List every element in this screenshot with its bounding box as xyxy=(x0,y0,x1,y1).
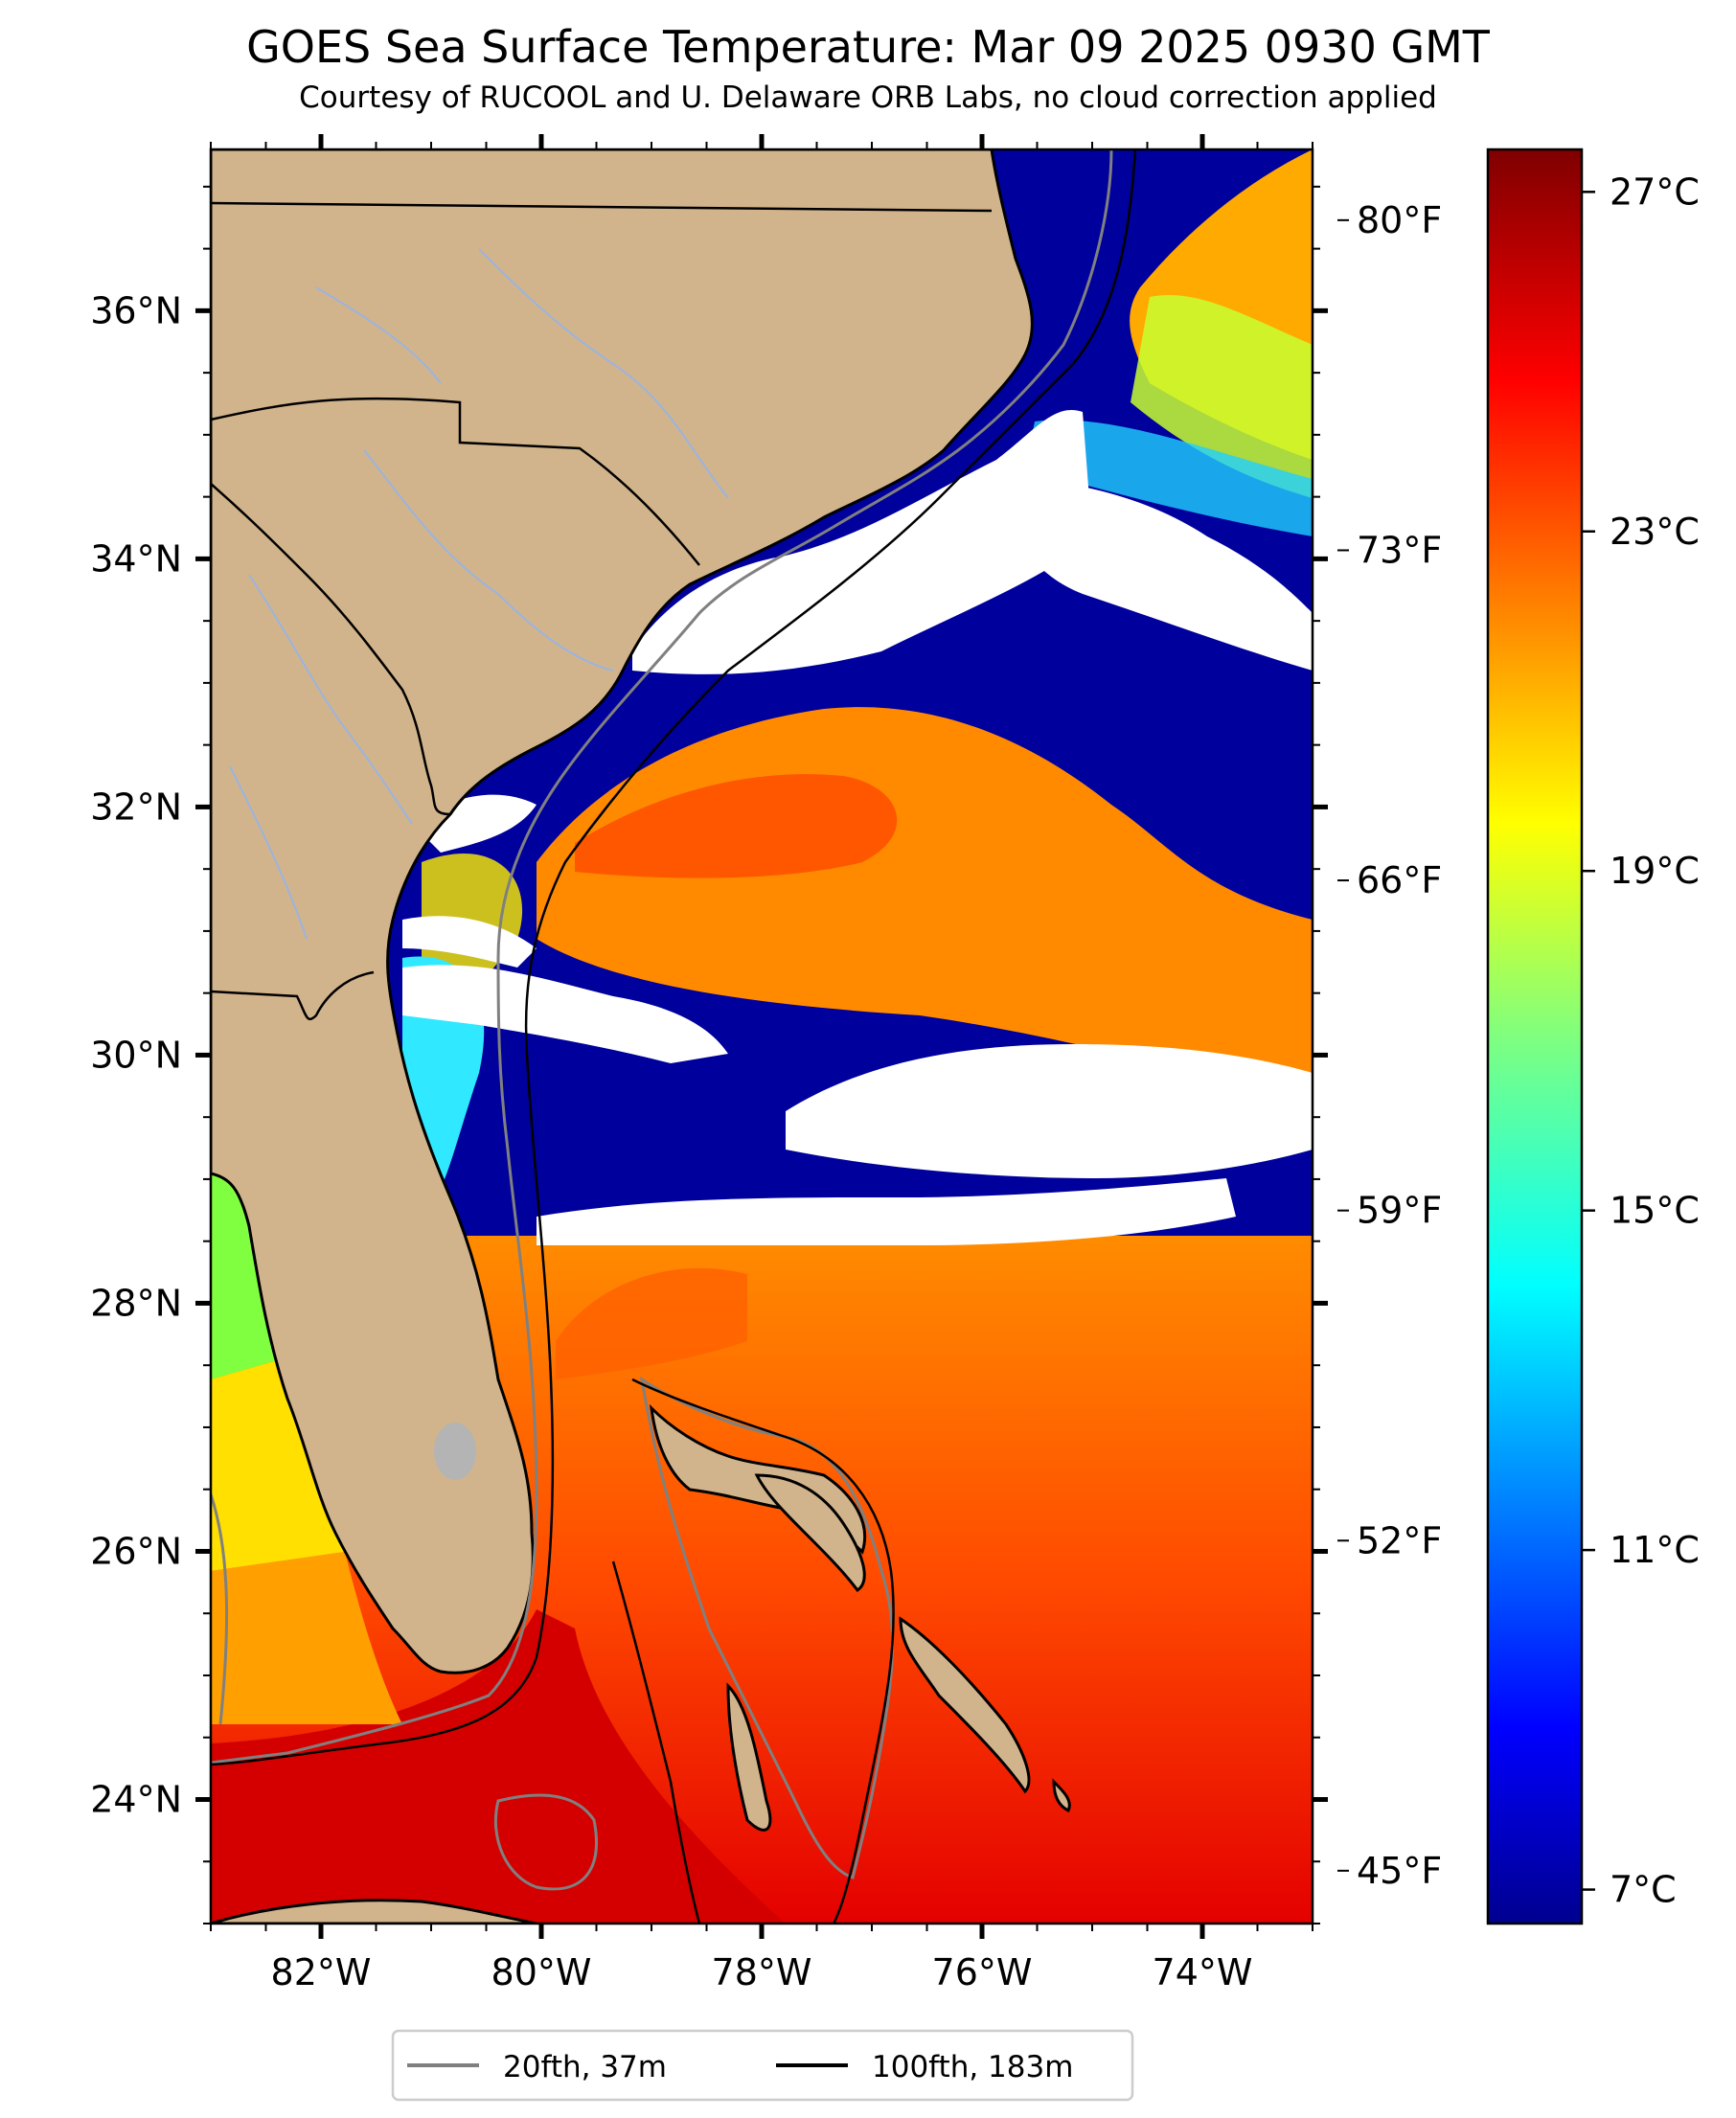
land-us-southeast xyxy=(211,149,1034,1674)
lat-tick-label: 36°N xyxy=(90,289,182,331)
lon-tick-label: 82°W xyxy=(271,1951,372,1993)
bahamas-islands xyxy=(649,1403,1071,1832)
colorbar-tick-label: 15°C xyxy=(1610,1190,1700,1232)
colorbar-ticks: 7°C 11°C 15°C 19°C 23°C 27°C xyxy=(1582,171,1700,1911)
lat-tick-label: 32°N xyxy=(90,786,182,828)
isobath-100fth xyxy=(211,149,1137,1924)
land-cuba xyxy=(211,1899,537,1924)
sst-mid-orange xyxy=(556,1267,747,1379)
colorbar-tick-label: 23°C xyxy=(1610,511,1700,553)
legend-label-100fth: 100fth, 183m xyxy=(872,2050,1073,2084)
map-subtitle: Courtesy of RUCOOL and U. Delaware ORB L… xyxy=(299,80,1437,115)
lon-tick-label: 78°W xyxy=(712,1951,812,1993)
sst-offshore-north-green xyxy=(1131,295,1313,498)
colorbar-tick-label: 11°C xyxy=(1610,1529,1700,1571)
map-panel xyxy=(211,149,1313,1924)
state-boundaries xyxy=(211,201,993,1021)
colorbar-tick-label: 7°C xyxy=(1610,1869,1677,1911)
fahrenheit-tick-label: 80°F xyxy=(1357,199,1442,241)
sst-straits-darkred xyxy=(211,1609,786,1924)
sst-central-red xyxy=(575,774,898,878)
fahrenheit-tick-label: 73°F xyxy=(1357,529,1442,571)
fahrenheit-tick-label: 52°F xyxy=(1357,1519,1442,1561)
colorbar xyxy=(1486,148,1584,1925)
sst-gulf-orange xyxy=(211,1552,402,1724)
lon-tick-label: 76°W xyxy=(932,1951,1033,1993)
sst-gulf-green xyxy=(211,1169,278,1379)
colorbar-tick-label: 27°C xyxy=(1610,171,1700,213)
lat-tick-label: 28°N xyxy=(90,1282,182,1324)
sst-front-cyan xyxy=(1025,420,1313,536)
lat-tick-label: 26°N xyxy=(90,1530,182,1572)
lake-okeechobee xyxy=(434,1423,476,1480)
fahrenheit-tick-label: 66°F xyxy=(1357,859,1442,901)
cloud-patches xyxy=(402,410,1313,1245)
lat-tick-label: 30°N xyxy=(90,1034,182,1076)
rivers xyxy=(229,248,729,940)
fahrenheit-tick-label: 59°F xyxy=(1357,1190,1442,1232)
lat-tick-label: 34°N xyxy=(90,537,182,580)
sst-gulf-yellow xyxy=(211,1360,345,1571)
isobath-legend: 20fth, 37m 100fth, 183m xyxy=(391,2029,1134,2102)
legend-frame xyxy=(391,2029,1134,2102)
map-title: GOES Sea Surface Temperature: Mar 09 202… xyxy=(246,21,1490,73)
axis-ticks: 82°W 80°W 78°W 76°W 74°W 24°N 26°N 28°N 30°N 32°N… xyxy=(90,134,1442,1993)
lon-tick-label: 80°W xyxy=(491,1951,592,1993)
lon-tick-label: 74°W xyxy=(1153,1951,1253,1993)
legend-label-20fth: 20fth, 37m xyxy=(503,2050,667,2084)
colorbar-tick-label: 19°C xyxy=(1610,850,1700,892)
lat-tick-label: 24°N xyxy=(90,1778,182,1820)
fahrenheit-tick-label: 45°F xyxy=(1357,1850,1442,1892)
